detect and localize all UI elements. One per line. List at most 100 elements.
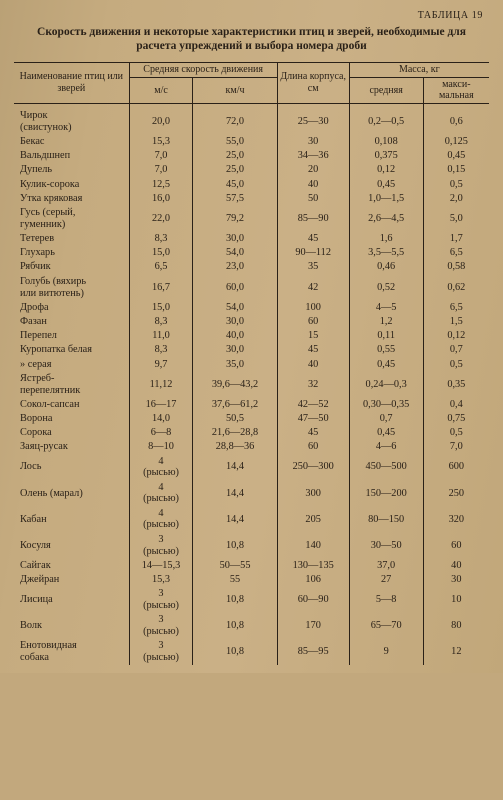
cell-mavg: 27 [349, 573, 423, 587]
table-row: Ворона14,050,547—500,70,75 [14, 412, 489, 426]
cell-mmax: 0,75 [423, 412, 489, 426]
cell-mmax: 0,58 [423, 260, 489, 274]
cell-kmh: 45,0 [193, 177, 277, 191]
cell-mavg: 0,52 [349, 275, 423, 301]
cell-mmax: 60 [423, 532, 489, 558]
cell-kmh: 54,0 [193, 301, 277, 315]
table-row: Джейран15,3551062730 [14, 573, 489, 587]
cell-len: 85—90 [277, 206, 349, 232]
cell-ms: 16—17 [129, 398, 193, 412]
cell-mmax: 0,7 [423, 343, 489, 357]
cell-mmax: 0,5 [423, 357, 489, 371]
cell-ms: 14,0 [129, 412, 193, 426]
th-mavg: средняя [349, 77, 423, 103]
cell-ms: 4(рысью) [129, 454, 193, 480]
cell-name: Заяц-русак [14, 440, 129, 454]
cell-mmax: 1,7 [423, 232, 489, 246]
cell-mavg: 1,2 [349, 315, 423, 329]
cell-name: Перепел [14, 329, 129, 343]
cell-kmh: 35,0 [193, 357, 277, 371]
table-row: Бекас15,355,0300,1080,125 [14, 135, 489, 149]
cell-mavg: 30—50 [349, 532, 423, 558]
cell-len: 60 [277, 315, 349, 329]
cell-ms: 15,3 [129, 573, 193, 587]
cell-mmax: 10 [423, 587, 489, 613]
cell-mmax: 1,5 [423, 315, 489, 329]
cell-len: 45 [277, 343, 349, 357]
cell-mmax: 250 [423, 480, 489, 506]
cell-name: Лисица [14, 587, 129, 613]
table-row: Кабан4(рысью)14,420580—150320 [14, 506, 489, 532]
cell-mmax: 0,4 [423, 398, 489, 412]
table-row: Сайгак14—15,350—55130—13537,040 [14, 559, 489, 573]
cell-kmh: 55,0 [193, 135, 277, 149]
cell-name: Ворона [14, 412, 129, 426]
cell-mavg: 0,2—0,5 [349, 104, 423, 135]
table-title: Скорость движения и некоторые характерис… [22, 25, 482, 54]
table-row: Сорока6—821,6—28,8450,450,5 [14, 426, 489, 440]
cell-mmax: 5,0 [423, 206, 489, 232]
cell-mavg: 1,6 [349, 232, 423, 246]
cell-ms: 14—15,3 [129, 559, 193, 573]
th-mass: Масса, кг [349, 62, 489, 77]
table-row: Тетерев8,330,0451,61,7 [14, 232, 489, 246]
cell-mavg: 0,46 [349, 260, 423, 274]
cell-len: 205 [277, 506, 349, 532]
cell-kmh: 14,4 [193, 480, 277, 506]
cell-ms: 3(рысью) [129, 639, 193, 665]
cell-len: 45 [277, 232, 349, 246]
cell-name: Сокол-сапсан [14, 398, 129, 412]
cell-len: 40 [277, 357, 349, 371]
table-row: Заяц-русак8—1028,8—36604—67,0 [14, 440, 489, 454]
table-row: Утка кряковая16,057,5501,0—1,52,0 [14, 192, 489, 206]
cell-ms: 3(рысью) [129, 532, 193, 558]
table-row: Волк3(рысью)10,817065—7080 [14, 613, 489, 639]
table-row: Рябчик6,523,0350,460,58 [14, 260, 489, 274]
cell-name: Ястреб-перепелятник [14, 372, 129, 398]
table-row: Фазан8,330,0601,21,5 [14, 315, 489, 329]
th-mmax: макси- мальная [423, 77, 489, 103]
cell-kmh: 40,0 [193, 329, 277, 343]
cell-ms: 22,0 [129, 206, 193, 232]
cell-mmax: 40 [423, 559, 489, 573]
table-row: Кулик-сорока12,545,0400,450,5 [14, 177, 489, 191]
table-body: Чирок(свистунок)20,072,025—300,2—0,50,6Б… [14, 104, 489, 666]
cell-name: Лось [14, 454, 129, 480]
cell-mavg: 4—5 [349, 301, 423, 315]
cell-len: 106 [277, 573, 349, 587]
cell-kmh: 50,5 [193, 412, 277, 426]
cell-mavg: 150—200 [349, 480, 423, 506]
cell-mavg: 0,12 [349, 163, 423, 177]
cell-mmax: 0,62 [423, 275, 489, 301]
cell-kmh: 10,8 [193, 532, 277, 558]
cell-kmh: 60,0 [193, 275, 277, 301]
cell-ms: 20,0 [129, 104, 193, 135]
cell-name: Фазан [14, 315, 129, 329]
cell-kmh: 30,0 [193, 343, 277, 357]
cell-name: Кулик-сорока [14, 177, 129, 191]
cell-len: 34—36 [277, 149, 349, 163]
table-row: Енотовиднаясобака3(рысью)10,885—95912 [14, 639, 489, 665]
cell-len: 85—95 [277, 639, 349, 665]
cell-kmh: 28,8—36 [193, 440, 277, 454]
cell-kmh: 30,0 [193, 315, 277, 329]
scanned-page: ТАБЛИЦА 19 Скорость движения и некоторые… [0, 0, 503, 673]
data-table: Наименование птиц или зверей Средняя ско… [14, 62, 489, 665]
cell-mavg: 0,375 [349, 149, 423, 163]
table-row: Лось4(рысью)14,4250—300450—500600 [14, 454, 489, 480]
cell-name: Косуля [14, 532, 129, 558]
cell-name: Гусь (серый,гуменник) [14, 206, 129, 232]
table-row: Глухарь15,054,090—1123,5—5,56,5 [14, 246, 489, 260]
cell-ms: 15,0 [129, 246, 193, 260]
th-length: Длина корпуса, см [277, 62, 349, 103]
cell-len: 170 [277, 613, 349, 639]
cell-mmax: 600 [423, 454, 489, 480]
cell-ms: 7,0 [129, 163, 193, 177]
cell-mavg: 2,6—4,5 [349, 206, 423, 232]
cell-mavg: 0,55 [349, 343, 423, 357]
table-row: Гусь (серый,гуменник)22,079,285—902,6—4,… [14, 206, 489, 232]
cell-mavg: 1,0—1,5 [349, 192, 423, 206]
cell-mavg: 3,5—5,5 [349, 246, 423, 260]
cell-name: Чирок(свистунок) [14, 104, 129, 135]
cell-ms: 9,7 [129, 357, 193, 371]
